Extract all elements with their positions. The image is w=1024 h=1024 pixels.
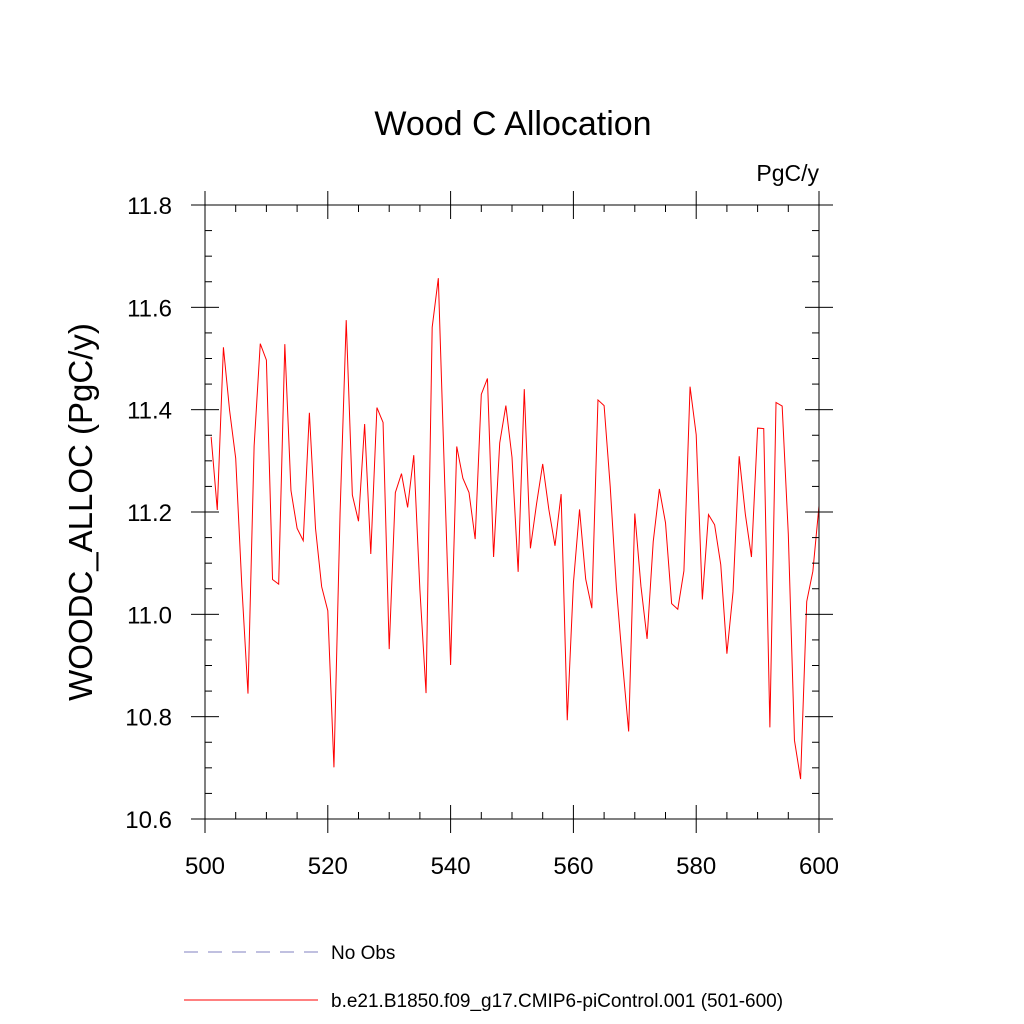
plot-frame: [204, 204, 820, 820]
x-tick-label: 580: [676, 853, 716, 880]
legend-label-1: b.e21.B1850.f09_g17.CMIP6-piControl.001 …: [331, 991, 783, 1012]
y-tick-label: 11.8: [127, 193, 172, 220]
x-tick-label: 560: [553, 853, 593, 880]
y-tick-label: 11.6: [127, 295, 172, 322]
x-tick-label: 500: [185, 853, 225, 880]
y-tick-label: 10.6: [125, 807, 172, 834]
y-tick-label: 11.2: [127, 500, 172, 527]
x-tick-label: 600: [799, 853, 839, 880]
plot-area: [210, 278, 820, 780]
legend: No Obs b.e21.B1850.f09_g17.CMIP6-piContro…: [184, 943, 783, 1012]
x-tick-label: 540: [431, 853, 471, 880]
series-line-1: [210, 278, 820, 780]
chart-title: Wood C Allocation: [374, 105, 651, 143]
legend-label-0: No Obs: [331, 943, 395, 964]
y-axis-label: WOODC_ALLOC (PgC/y): [62, 323, 99, 701]
y-tick-label: 11.0: [127, 602, 172, 629]
axis-ticks: 500 520 540 560 580 600 10.6 10.8 11.0 11.2 11.4 11…: [125, 191, 839, 880]
y-tick-label: 10.8: [125, 705, 172, 732]
x-tick-label: 520: [308, 853, 348, 880]
y-tick-label: 11.4: [127, 398, 172, 425]
units-label: PgC/y: [756, 160, 819, 186]
